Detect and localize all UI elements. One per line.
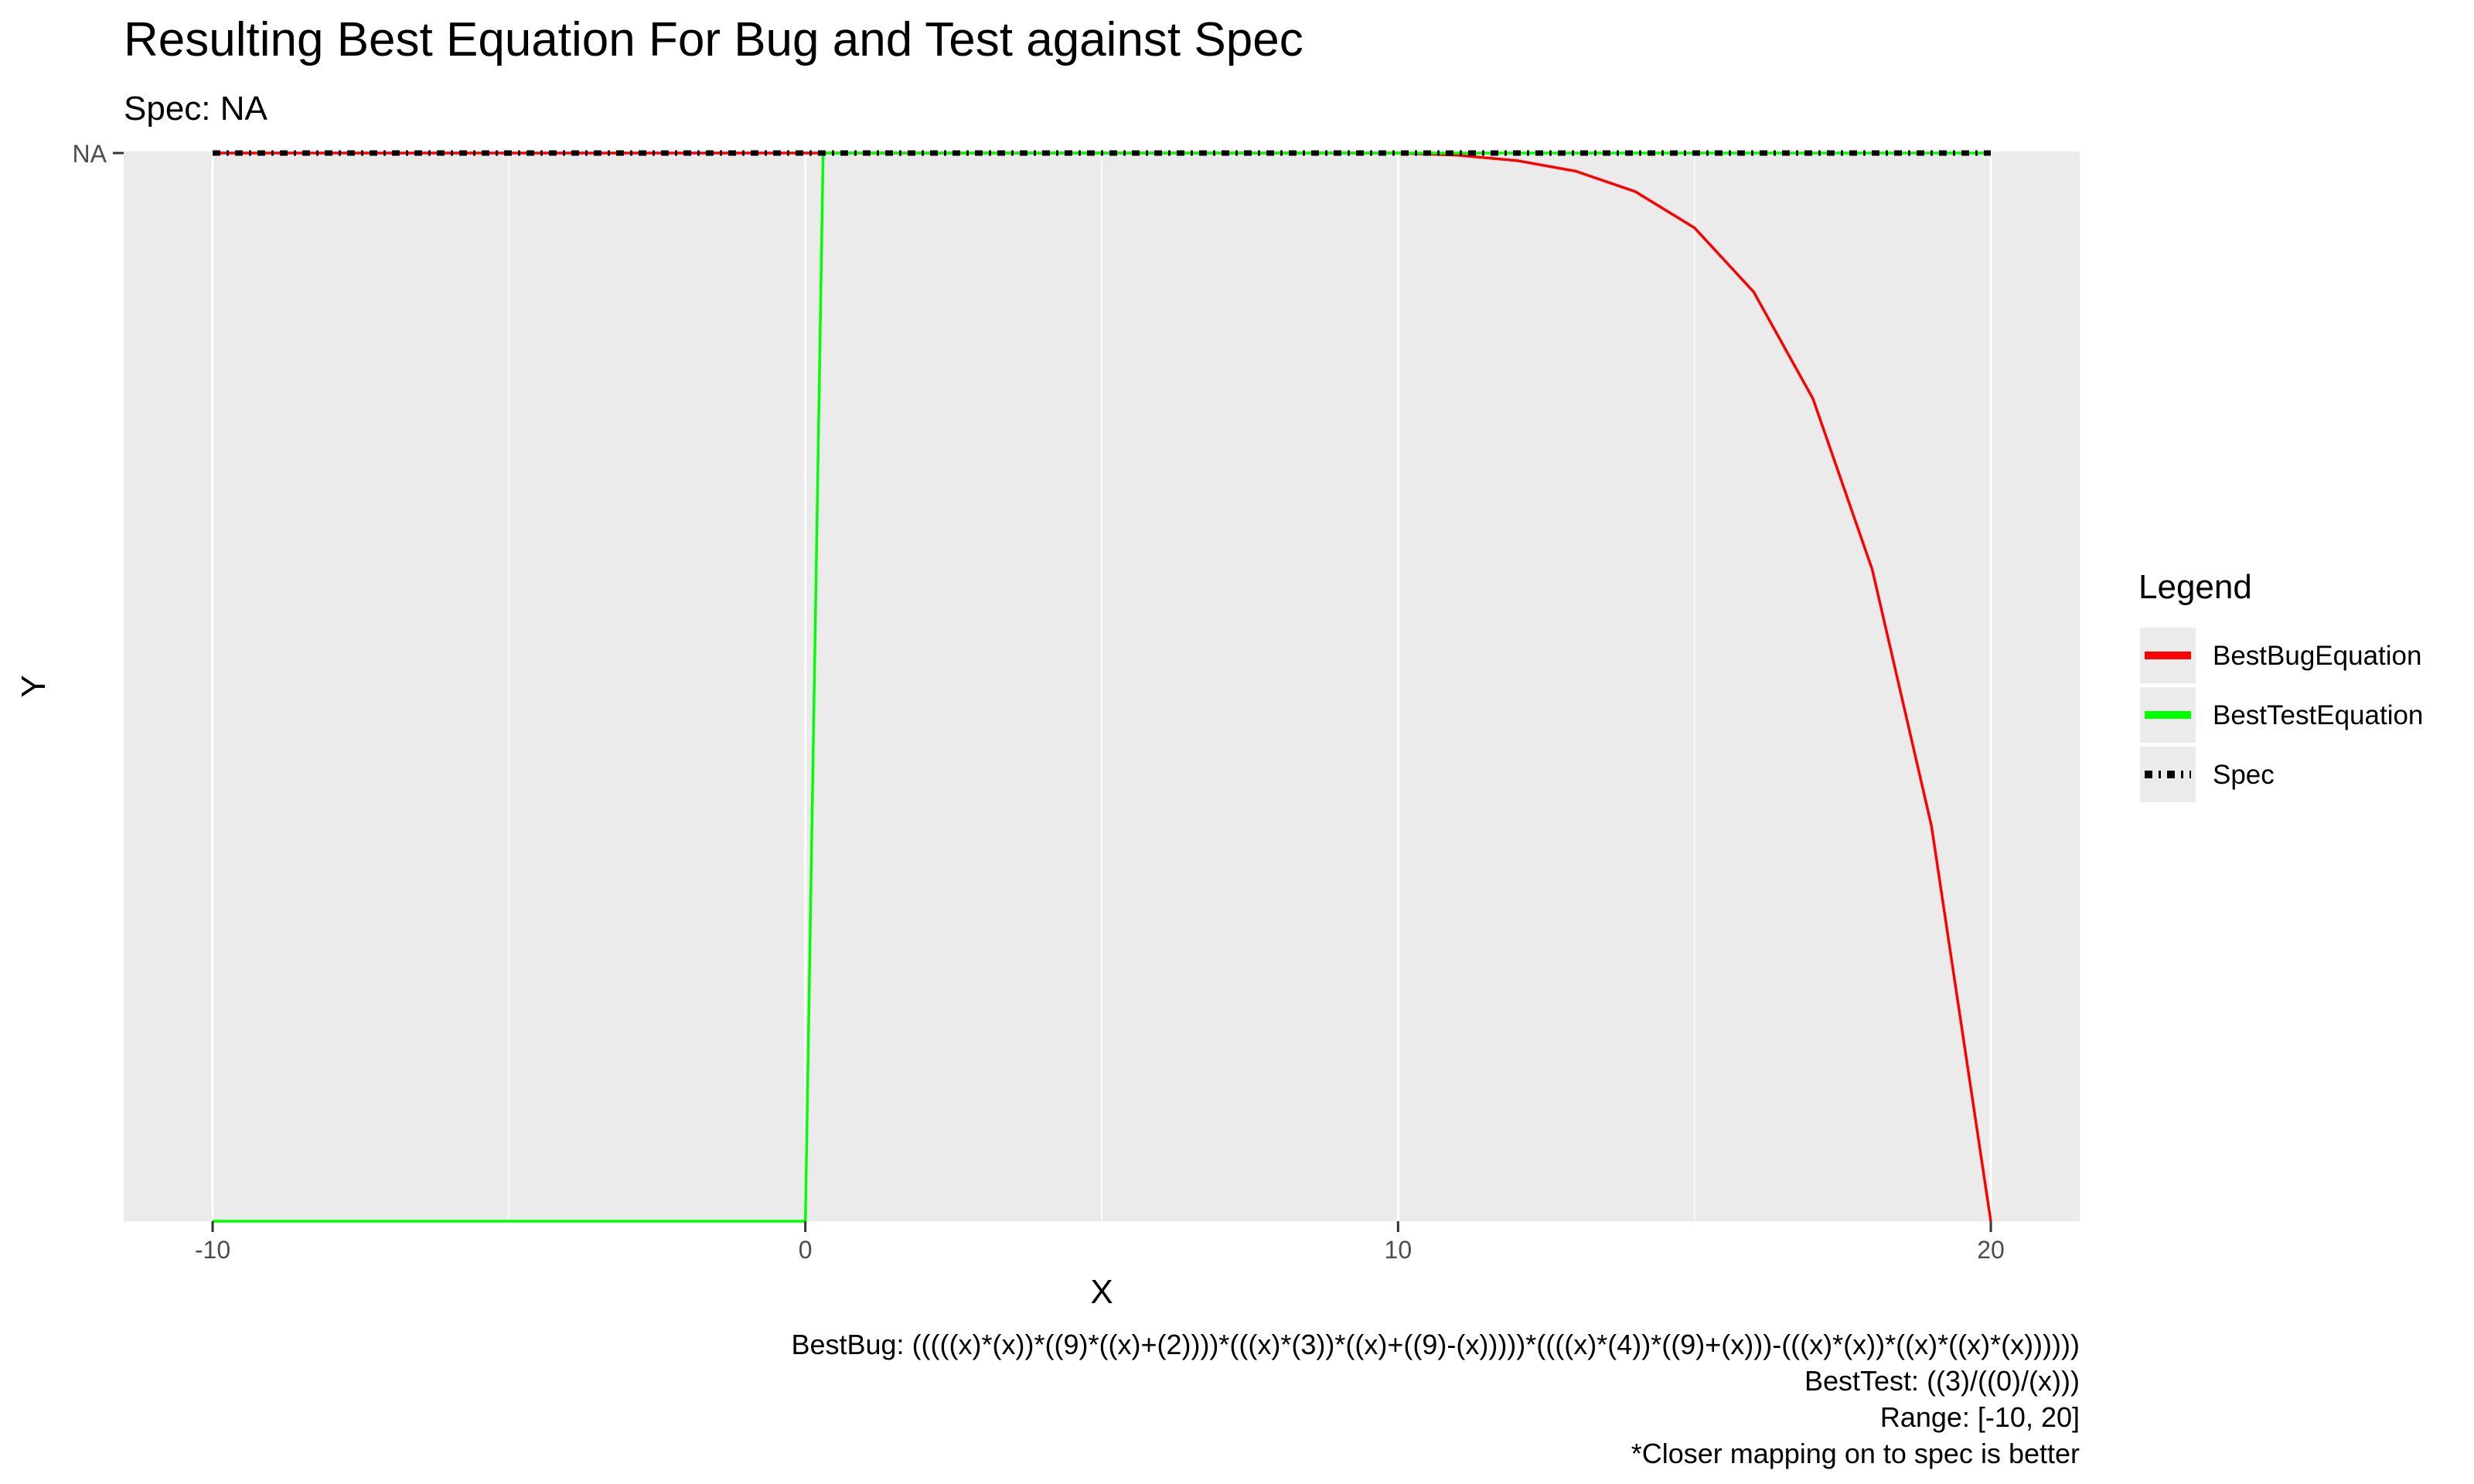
y-axis: NA: [73, 140, 124, 168]
legend: Legend BestBugEquation BestTestEquation …: [2138, 568, 2423, 802]
legend-label-spec: Spec: [2213, 760, 2275, 790]
y-tick-label: NA: [73, 140, 107, 168]
x-tick-label: -10: [195, 1236, 230, 1264]
legend-label-besttest: BestTestEquation: [2213, 700, 2423, 730]
caption-besttest: BestTest: ((3)/((0)/(x))): [1804, 1365, 2080, 1397]
legend-title: Legend: [2138, 568, 2252, 606]
caption-bestbug: BestBug: (((((x)*(x))*((9)*((x)+(2))))*(…: [791, 1329, 2080, 1360]
y-axis-label: Y: [15, 675, 53, 697]
chart-title: Resulting Best Equation For Bug and Test…: [124, 13, 1303, 66]
x-tick-label: 10: [1385, 1236, 1412, 1264]
x-axis: -10 0 10 20: [195, 1221, 2005, 1264]
caption-note: *Closer mapping on to spec is better: [1631, 1438, 2080, 1469]
chart-subtitle: Spec: NA: [124, 90, 268, 128]
caption-range: Range: [-10, 20]: [1880, 1401, 2080, 1433]
x-axis-label: X: [1090, 1273, 1113, 1311]
x-tick-label: 20: [1977, 1236, 2005, 1264]
legend-label-bestbug: BestBugEquation: [2213, 641, 2421, 671]
x-tick-label: 0: [799, 1236, 813, 1264]
captions: BestBug: (((((x)*(x))*((9)*((x)+(2))))*(…: [791, 1329, 2080, 1469]
